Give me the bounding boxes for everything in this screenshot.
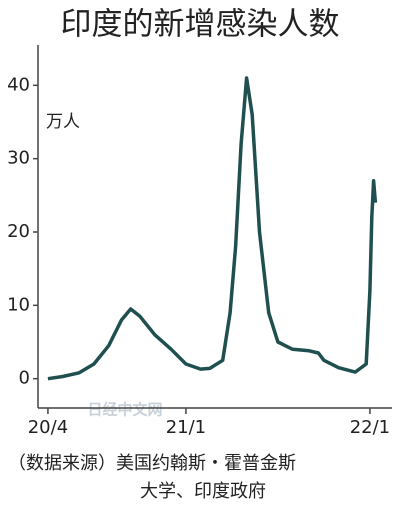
chart-title: 印度的新增感染人数 — [61, 7, 340, 43]
source-line: （数据来源）美国约翰斯・霍普金斯 — [8, 453, 296, 474]
y-tick-label: 0 — [19, 368, 30, 389]
x-tick-label: 21/1 — [166, 417, 206, 438]
x-tick-label: 20/4 — [28, 417, 68, 438]
x-tick-label: 22/1 — [350, 417, 390, 438]
source-line: 大学、印度政府 — [140, 481, 266, 502]
y-tick-label: 10 — [7, 294, 30, 315]
y-tick-label: 40 — [7, 74, 30, 95]
series-line — [47, 76, 378, 381]
unit-label: 万人 — [46, 112, 80, 132]
y-tick-label: 20 — [7, 221, 30, 242]
watermark: 日经中文网 — [87, 401, 162, 419]
y-tick-label: 30 — [7, 148, 30, 169]
